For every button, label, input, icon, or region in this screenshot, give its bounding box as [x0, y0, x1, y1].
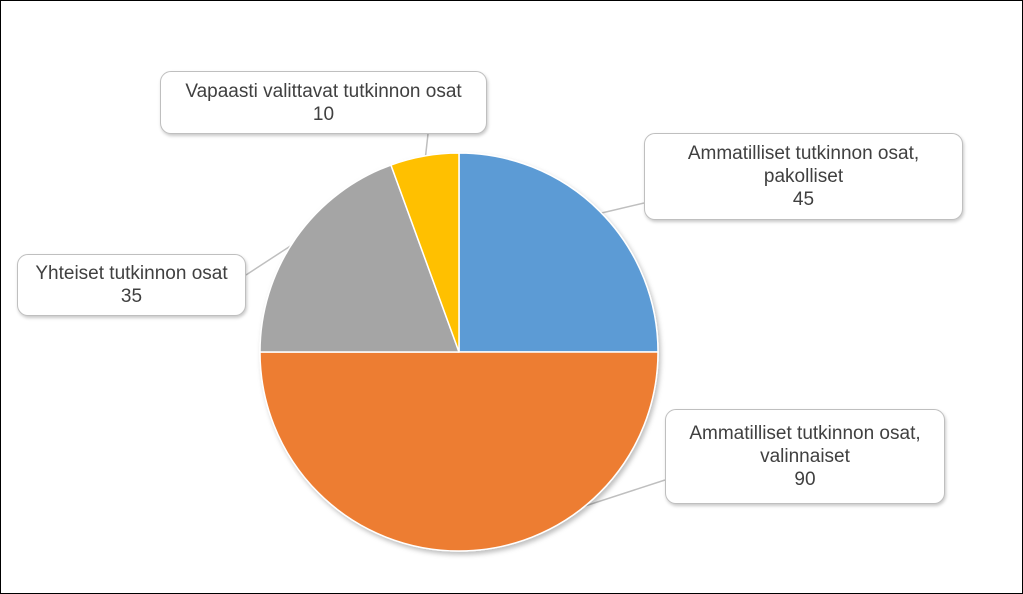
data-label-category-line-2: pakolliset [763, 166, 844, 187]
data-label-value: 10 [312, 103, 335, 125]
pie-slice-3 [390, 152, 460, 353]
data-label-value: 45 [792, 189, 815, 210]
pie-slice-0 [458, 152, 659, 353]
data-label-ammatilliset-pakolliset: Ammatilliset tutkinnon osat, pakolliset … [644, 133, 963, 220]
data-label-category-line-1: Ammatilliset tutkinnon osat, [687, 143, 920, 164]
leader-line-0 [596, 202, 645, 215]
data-label-category-line-1: Yhteiset tutkinnon osat [35, 263, 228, 284]
data-label-category-line-2: valinnaiset [760, 446, 850, 467]
pie-slices [259, 152, 659, 552]
pie-slice-1 [259, 351, 659, 552]
data-label-value: 90 [794, 469, 816, 490]
data-label-ammatilliset-valinnaiset: Ammatilliset tutkinnon osat, valinnaiset… [665, 409, 945, 504]
data-label-category-line-1: Vapaasti valittavat tutkinnon osat [185, 80, 462, 102]
data-label-value: 35 [120, 286, 143, 307]
data-label-category-line-1: Ammatilliset tutkinnon osat, [689, 423, 921, 444]
data-label-vapaasti-valittavat: Vapaasti valittavat tutkinnon osat 10 [160, 71, 487, 134]
pie-slice-2 [259, 164, 460, 353]
data-label-yhteiset: Yhteiset tutkinnon osat 35 [17, 254, 246, 316]
